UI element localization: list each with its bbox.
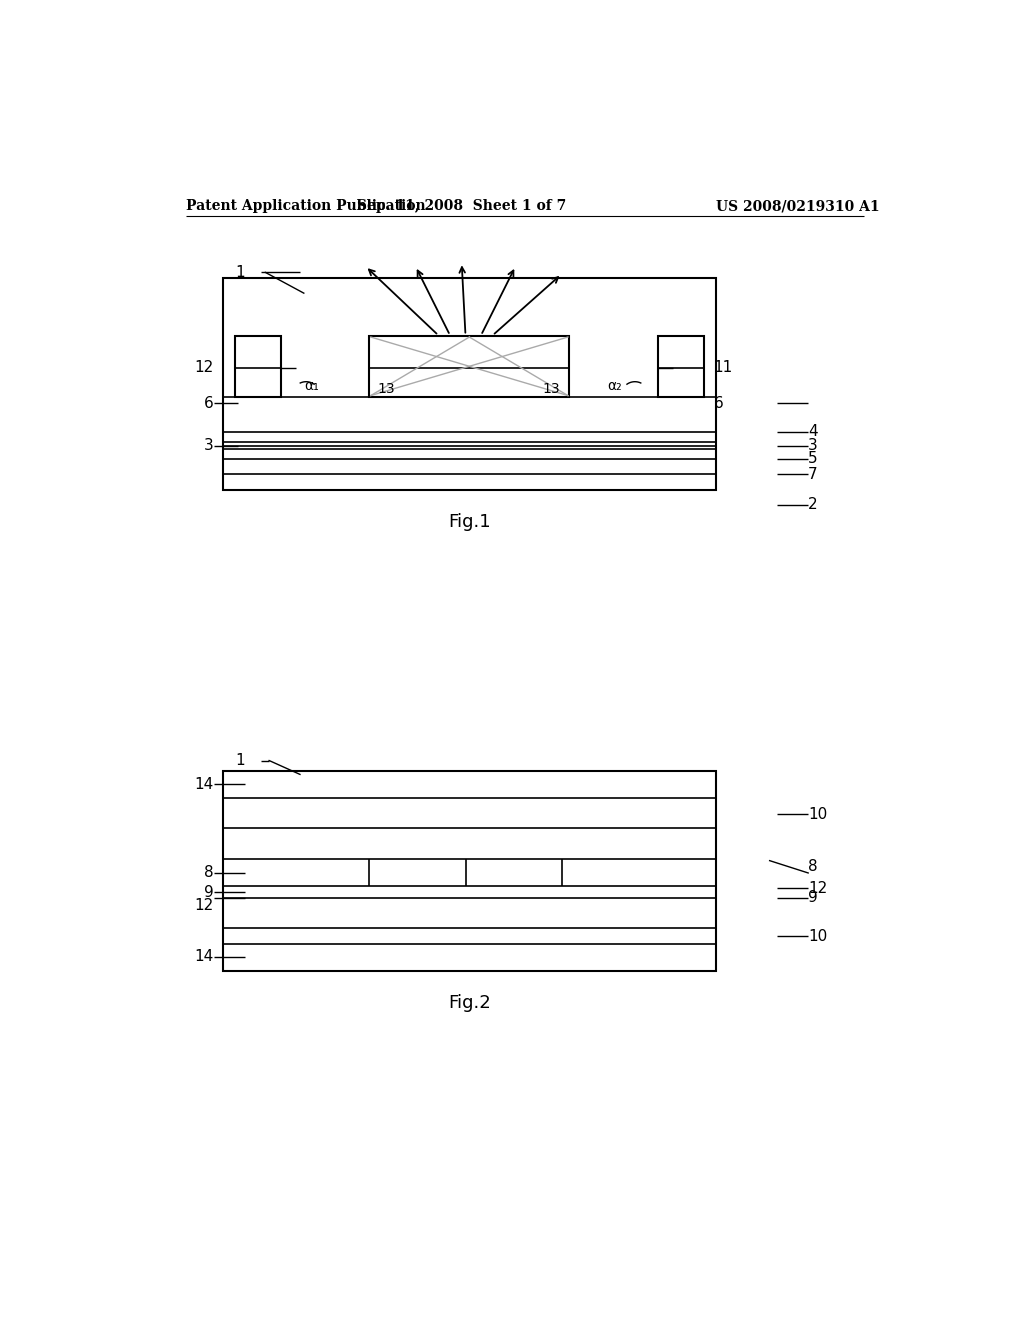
Text: 11: 11 [714,360,733,375]
Text: 10: 10 [808,928,827,944]
Bar [223,277,716,490]
Text: 14: 14 [195,777,214,792]
Text: α₂: α₂ [607,379,622,392]
Text: 10: 10 [808,807,827,822]
Text: 6: 6 [204,396,214,411]
Bar [234,335,281,397]
Text: 4: 4 [808,424,818,440]
Text: α₁: α₁ [304,379,318,392]
Text: Sep. 11, 2008  Sheet 1 of 7: Sep. 11, 2008 Sheet 1 of 7 [357,199,566,213]
Text: Patent Application Publication: Patent Application Publication [186,199,426,213]
Text: 5: 5 [808,451,818,466]
Text: 6: 6 [714,396,723,411]
Text: 12: 12 [808,880,827,896]
Text: 13: 13 [543,383,560,396]
Bar [658,335,705,397]
Text: 9: 9 [808,890,818,906]
Text: 7: 7 [808,466,818,482]
Text: 1: 1 [234,265,245,280]
Text: Fig.2: Fig.2 [447,994,490,1012]
Text: 1: 1 [234,752,245,768]
Text: 14: 14 [195,949,214,965]
Text: 3: 3 [204,438,214,453]
Text: 9: 9 [204,884,214,900]
Text: Fig.1: Fig.1 [449,513,490,531]
Text: 12: 12 [195,360,214,375]
Bar [370,335,569,397]
Text: 12: 12 [195,898,214,913]
Text: 8: 8 [204,866,214,880]
Text: 8: 8 [808,859,818,874]
Text: US 2008/0219310 A1: US 2008/0219310 A1 [716,199,880,213]
Text: 13: 13 [377,383,394,396]
Text: 2: 2 [808,498,818,512]
Text: 3: 3 [808,438,818,453]
Bar [223,771,716,970]
